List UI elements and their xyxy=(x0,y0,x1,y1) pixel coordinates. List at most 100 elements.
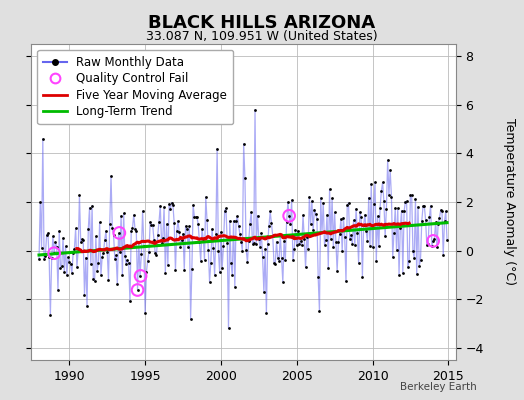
Point xyxy=(311,210,320,217)
Point xyxy=(35,256,43,262)
Point xyxy=(93,268,101,274)
Point xyxy=(280,238,288,244)
Point xyxy=(191,214,200,220)
Point xyxy=(68,270,76,276)
Point xyxy=(211,272,219,278)
Point xyxy=(308,198,316,204)
Point xyxy=(41,253,50,260)
Point xyxy=(132,227,140,234)
Point xyxy=(64,254,72,261)
Point xyxy=(105,220,114,227)
Point xyxy=(82,254,90,261)
Point xyxy=(171,267,180,274)
Point xyxy=(346,236,354,243)
Point xyxy=(144,258,152,264)
Point xyxy=(367,181,375,187)
Point xyxy=(395,272,403,278)
Point xyxy=(239,140,248,147)
Point xyxy=(377,188,386,194)
Point xyxy=(97,272,105,278)
Point xyxy=(374,213,382,219)
Point xyxy=(196,258,205,264)
Point xyxy=(209,244,217,251)
Point xyxy=(86,261,95,268)
Point xyxy=(418,218,426,224)
Point xyxy=(127,228,135,234)
Point xyxy=(112,252,121,258)
Point xyxy=(148,222,157,228)
Point xyxy=(103,249,112,256)
Point xyxy=(169,202,177,208)
Point xyxy=(385,192,393,198)
Point xyxy=(36,199,45,206)
Point xyxy=(409,248,417,254)
Point xyxy=(275,257,283,264)
Point xyxy=(410,255,418,261)
Point xyxy=(257,230,266,236)
Text: 33.087 N, 109.951 W (United States): 33.087 N, 109.951 W (United States) xyxy=(146,30,378,43)
Point xyxy=(274,255,282,261)
Point xyxy=(381,233,389,239)
Point xyxy=(362,228,370,235)
Point xyxy=(357,214,365,221)
Point xyxy=(242,247,250,253)
Point xyxy=(260,289,268,296)
Point xyxy=(59,235,67,241)
Point xyxy=(187,316,195,322)
Point xyxy=(238,248,247,254)
Point xyxy=(320,242,329,248)
Point xyxy=(172,228,181,235)
Point xyxy=(136,273,145,279)
Point xyxy=(140,243,148,249)
Point xyxy=(94,260,103,266)
Point xyxy=(366,242,374,249)
Point xyxy=(200,256,209,263)
Point xyxy=(301,264,310,270)
Point xyxy=(428,243,436,249)
Point xyxy=(433,244,441,250)
Point xyxy=(126,298,134,304)
Point xyxy=(371,179,379,186)
Point xyxy=(376,204,384,211)
Point xyxy=(133,287,141,293)
Point xyxy=(195,239,204,246)
Point xyxy=(421,216,430,223)
Point xyxy=(168,199,176,206)
Point xyxy=(339,214,347,221)
Point xyxy=(181,223,190,229)
Point xyxy=(427,202,435,209)
Point xyxy=(110,232,118,238)
Point xyxy=(180,266,189,273)
Point xyxy=(331,209,339,216)
Point xyxy=(354,260,363,266)
Point xyxy=(356,209,364,215)
Point xyxy=(436,207,445,213)
Point xyxy=(261,246,269,253)
Point xyxy=(138,208,147,214)
Point xyxy=(208,226,216,232)
Point xyxy=(324,265,333,271)
Point xyxy=(88,202,96,209)
Point xyxy=(386,167,395,173)
Point xyxy=(231,284,239,290)
Point xyxy=(443,237,451,243)
Point xyxy=(188,266,196,272)
Point xyxy=(71,225,80,232)
Point xyxy=(217,229,225,235)
Point xyxy=(101,237,109,243)
Point xyxy=(69,250,78,257)
Point xyxy=(341,234,349,240)
Point xyxy=(67,261,75,268)
Point xyxy=(198,226,206,232)
Point xyxy=(52,244,61,250)
Point xyxy=(116,249,124,255)
Point xyxy=(170,220,178,226)
Point xyxy=(408,192,416,198)
Point xyxy=(227,260,235,267)
Point xyxy=(89,276,97,282)
Point xyxy=(70,246,79,252)
Point xyxy=(58,263,66,269)
Point xyxy=(276,232,285,238)
Point xyxy=(212,231,220,237)
Point xyxy=(334,239,343,245)
